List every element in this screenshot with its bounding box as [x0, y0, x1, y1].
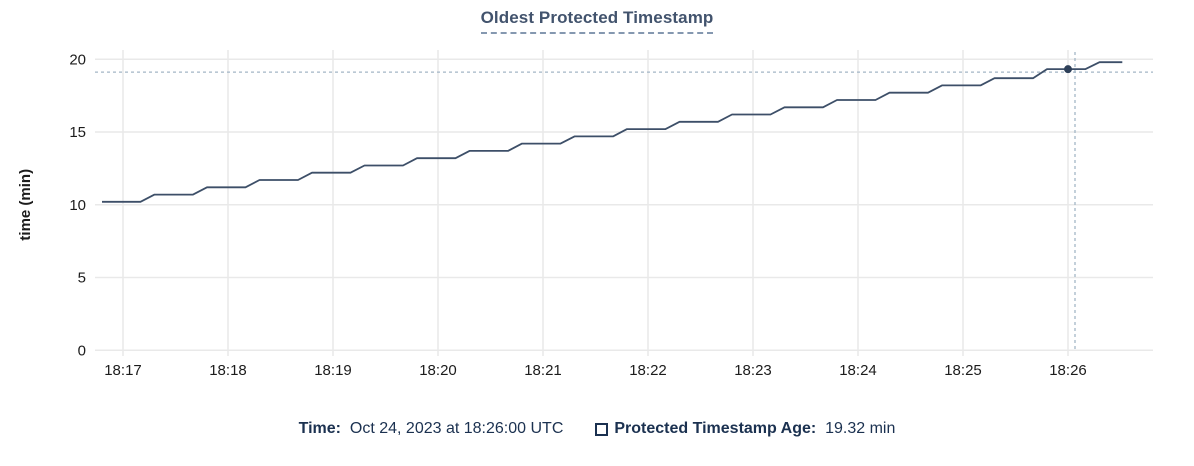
series-toggle-checkbox[interactable] — [595, 422, 609, 436]
legend-spacer — [816, 420, 825, 438]
x-tick-label: 18:18 — [209, 362, 247, 379]
legend-series-value: 19.32 min — [825, 420, 896, 437]
x-tick-label: 18:19 — [314, 362, 352, 379]
y-tick-label: 20 — [69, 51, 86, 68]
series-line-protected-timestamp-age — [102, 61, 1123, 203]
x-tick-label: 18:20 — [419, 362, 457, 379]
x-tick-label: 18:23 — [734, 362, 772, 379]
y-axis-title: time (min) — [17, 169, 34, 241]
x-tick-label: 18:21 — [524, 362, 562, 379]
y-tick-label: 10 — [69, 197, 86, 214]
hover-data-point — [1064, 65, 1072, 74]
y-tick-label: 5 — [78, 270, 86, 287]
legend-time-value: Oct 24, 2023 at 18:26:00 UTC — [349, 420, 564, 437]
x-tick-label: 18:24 — [839, 362, 877, 379]
chart-title-row: Oldest Protected Timestamp — [0, 8, 1194, 34]
legend-series-label: Protected Timestamp Age: — [614, 420, 817, 437]
y-tick-label: 0 — [78, 342, 86, 359]
x-tick-label: 18:25 — [944, 362, 982, 379]
chart-canvas[interactable]: 18:17 18:18 18:19 18:20 18:21 18:22 18:23 18:24… — [0, 0, 1194, 400]
x-tick-label: 18:17 — [104, 362, 142, 379]
legend-spacer — [341, 420, 350, 438]
legend-time-label: Time: — [298, 420, 342, 437]
x-tick-label: 18:26 — [1049, 362, 1087, 379]
y-tick-label: 15 — [69, 124, 86, 141]
chart-title[interactable]: Oldest Protected Timestamp — [480, 8, 714, 34]
chart-legend: Time: Oct 24, 2023 at 18:26:00 UTC Prote… — [0, 420, 1194, 438]
x-tick-label: 18:22 — [629, 362, 667, 379]
